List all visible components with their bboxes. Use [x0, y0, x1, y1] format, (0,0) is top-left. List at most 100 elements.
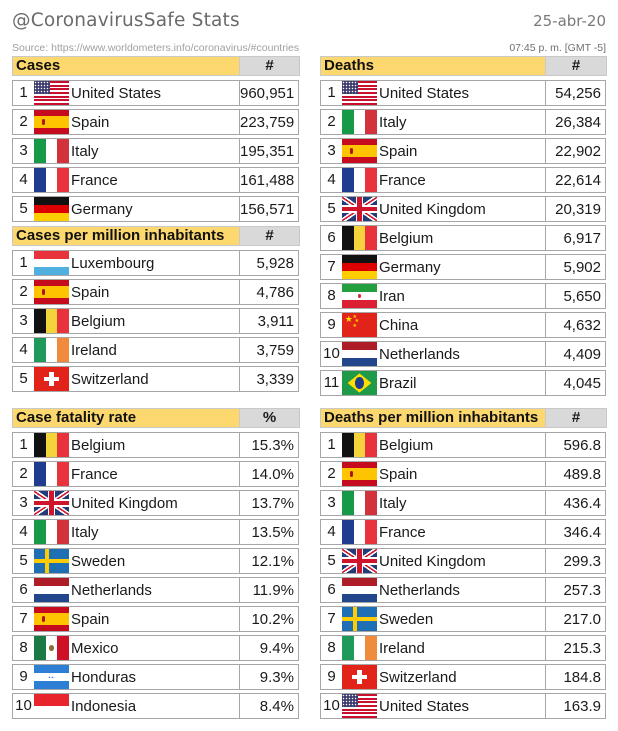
stat-value: 22,902	[545, 138, 606, 164]
table-title: Case fatality rate	[12, 408, 240, 428]
rank: 7	[320, 606, 342, 632]
country-name: Belgium	[377, 432, 546, 458]
table-title: Cases	[12, 56, 240, 76]
country-name: Spain	[377, 138, 546, 164]
table-row: 5 Switzerland 3,339	[12, 366, 299, 392]
rank: 4	[320, 519, 342, 545]
country-name: Brazil	[377, 370, 546, 396]
stat-value: 4,786	[239, 279, 299, 305]
country-name: Belgium	[377, 225, 546, 251]
stat-value: 14.0%	[239, 461, 299, 487]
rank: 1	[320, 432, 342, 458]
stat-value: 5,928	[239, 250, 299, 276]
stat-value: 3,911	[239, 308, 299, 334]
stat-value: 6,917	[545, 225, 606, 251]
country-name: Netherlands	[377, 577, 546, 603]
stat-value: 215.3	[545, 635, 606, 661]
stat-value: 3,339	[239, 366, 299, 392]
stat-value: 13.7%	[239, 490, 299, 516]
stat-value: 217.0	[545, 606, 606, 632]
rank: 9	[320, 664, 342, 690]
flag-gb-icon	[342, 196, 377, 222]
rank: 3	[12, 490, 34, 516]
country-name: Belgium	[69, 432, 240, 458]
country-name: Netherlands	[377, 341, 546, 367]
stat-value: 8.4%	[239, 693, 299, 719]
rank: 7	[320, 254, 342, 280]
stat-value: 195,351	[239, 138, 299, 164]
flag-it-icon	[34, 519, 69, 545]
table-header: Cases #	[12, 56, 300, 76]
table-row: 11 Brazil 4,045	[320, 370, 606, 396]
stat-value: 5,902	[545, 254, 606, 280]
table-unit-header: %	[240, 408, 300, 428]
stat-value: 22,614	[545, 167, 606, 193]
country-name: Spain	[69, 606, 240, 632]
table-row: 7 Germany 5,902	[320, 254, 606, 280]
table-row: 1 Belgium 15.3%	[12, 432, 299, 458]
stat-value: 4,045	[545, 370, 606, 396]
report-time: 07:45 p. m. [GMT -5]	[509, 42, 606, 54]
table-row: 9 Switzerland 184.8	[320, 664, 606, 690]
stat-value: 299.3	[545, 548, 606, 574]
source-note: Source: https://www.worldometers.info/co…	[12, 42, 300, 54]
stat-value: 10.2%	[239, 606, 299, 632]
stat-value: 13.5%	[239, 519, 299, 545]
flag-ch-icon	[34, 366, 69, 392]
table-row: 3 Spain 22,902	[320, 138, 606, 164]
flag-be-icon	[342, 225, 377, 251]
flag-de-icon	[34, 196, 69, 222]
flag-se-icon	[342, 606, 377, 632]
country-name: Sweden	[69, 548, 240, 574]
flag-be-icon	[34, 432, 69, 458]
rank: 5	[12, 548, 34, 574]
flag-ch-icon	[342, 664, 377, 690]
country-name: Italy	[377, 490, 546, 516]
rank: 8	[12, 635, 34, 661]
table-title: Deaths per million inhabitants	[320, 408, 546, 428]
flag-gb-icon	[34, 490, 69, 516]
country-name: Italy	[69, 519, 240, 545]
rank: 5	[12, 366, 34, 392]
table-row: 4 Italy 13.5%	[12, 519, 299, 545]
country-name: United Kingdom	[377, 196, 546, 222]
table-unit-header: #	[240, 226, 300, 246]
table-row: 4 France 346.4	[320, 519, 606, 545]
flag-be-icon	[34, 308, 69, 334]
table-row: 3 Belgium 3,911	[12, 308, 299, 334]
flag-de-icon	[342, 254, 377, 280]
rank: 1	[12, 432, 34, 458]
country-name: United States	[377, 80, 546, 106]
table-unit-header: #	[240, 56, 300, 76]
stat-value: 15.3%	[239, 432, 299, 458]
flag-fr-icon	[342, 519, 377, 545]
report-date: 25-abr-20	[533, 12, 606, 30]
stat-value: 346.4	[545, 519, 606, 545]
flag-id-icon	[34, 693, 69, 719]
table-row: 10 United States 163.9	[320, 693, 606, 719]
table-row: 2 Italy 26,384	[320, 109, 606, 135]
rank: 4	[320, 167, 342, 193]
table-row: 10 Netherlands 4,409	[320, 341, 606, 367]
country-name: Switzerland	[69, 366, 240, 392]
country-name: Mexico	[69, 635, 240, 661]
flag-ie-icon	[34, 337, 69, 363]
flag-se-icon	[34, 548, 69, 574]
stat-value: 436.4	[545, 490, 606, 516]
table-header: Case fatality rate%	[12, 408, 300, 428]
table-row: 9 Honduras 9.3%	[12, 664, 299, 690]
country-name: Switzerland	[377, 664, 546, 690]
flag-be-icon	[342, 432, 377, 458]
rank: 7	[12, 606, 34, 632]
flag-nl-icon	[342, 341, 377, 367]
table-row: 5 Sweden 12.1%	[12, 548, 299, 574]
stat-value: 26,384	[545, 109, 606, 135]
rank: 1	[12, 80, 34, 106]
country-name: Indonesia	[69, 693, 240, 719]
rank: 4	[12, 519, 34, 545]
country-name: Belgium	[69, 308, 240, 334]
rank: 6	[12, 577, 34, 603]
flag-es-icon	[342, 138, 377, 164]
stat-value: 960,951	[239, 80, 299, 106]
rank: 5	[320, 196, 342, 222]
